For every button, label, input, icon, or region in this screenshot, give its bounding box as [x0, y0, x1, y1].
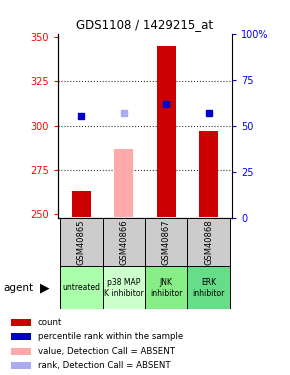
- Bar: [145, 266, 187, 309]
- Bar: [11, 348, 31, 355]
- Bar: [103, 217, 145, 266]
- Text: rank, Detection Call = ABSENT: rank, Detection Call = ABSENT: [38, 362, 171, 370]
- Text: GSM40868: GSM40868: [204, 219, 213, 265]
- Text: GSM40867: GSM40867: [162, 219, 171, 265]
- Bar: [187, 266, 230, 309]
- Bar: [11, 333, 31, 340]
- Bar: [187, 217, 230, 266]
- Bar: [60, 217, 103, 266]
- Text: ERK
inhibitor: ERK inhibitor: [193, 278, 225, 297]
- Text: JNK
inhibitor: JNK inhibitor: [150, 278, 182, 297]
- Text: GDS1108 / 1429215_at: GDS1108 / 1429215_at: [77, 18, 213, 31]
- Text: untreated: untreated: [62, 284, 100, 292]
- Bar: [157, 46, 176, 217]
- Bar: [199, 131, 218, 218]
- Text: agent: agent: [3, 283, 33, 293]
- Bar: [145, 217, 187, 266]
- Text: GSM40866: GSM40866: [119, 219, 128, 265]
- Bar: [60, 266, 103, 309]
- Text: GSM40865: GSM40865: [77, 219, 86, 265]
- Bar: [72, 191, 91, 217]
- Text: percentile rank within the sample: percentile rank within the sample: [38, 332, 183, 341]
- Bar: [103, 266, 145, 309]
- Text: ▶: ▶: [40, 281, 50, 294]
- Text: value, Detection Call = ABSENT: value, Detection Call = ABSENT: [38, 347, 175, 356]
- Bar: [11, 362, 31, 369]
- Bar: [114, 148, 133, 217]
- Text: p38 MAP
K inhibitor: p38 MAP K inhibitor: [104, 278, 144, 297]
- Bar: [11, 319, 31, 326]
- Text: count: count: [38, 318, 62, 327]
